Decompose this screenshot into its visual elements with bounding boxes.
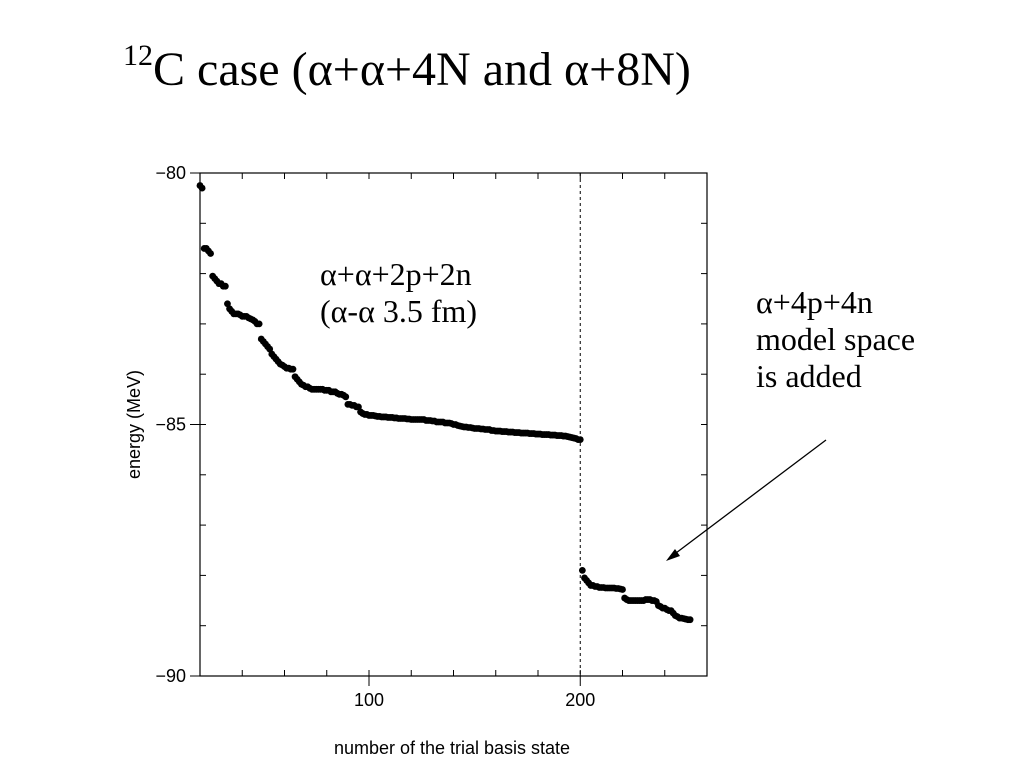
- data-point: [576, 436, 584, 443]
- x-axis-label: number of the trial basis state: [334, 738, 570, 758]
- data-point: [619, 586, 626, 593]
- annotation-arrow-head: [666, 549, 680, 561]
- x-tick-label: 200: [565, 690, 595, 710]
- title-main: C case (α+α+4N and α+8N): [153, 43, 691, 96]
- y-tick-label: −80: [155, 163, 186, 183]
- annotation-inner-line2: (α-α 3.5 fm): [320, 293, 478, 329]
- data-point: [686, 616, 694, 624]
- y-tick-label: −90: [155, 666, 186, 686]
- data-point: [255, 320, 263, 328]
- y-axis-label: energy (MeV): [124, 370, 144, 479]
- slide-title: 12C case (α+α+4N and α+8N): [123, 40, 691, 100]
- title-superscript: 12: [123, 39, 153, 72]
- data-point: [221, 282, 229, 290]
- annotation-right-line2: model space: [756, 321, 916, 357]
- annotation-alpha-alpha-2p2n: α+α+2p+2n (α-α 3.5 fm): [320, 256, 477, 330]
- data-point: [198, 184, 206, 192]
- x-tick-label: 100: [354, 690, 384, 710]
- data-point: [207, 250, 214, 257]
- y-tick-label: −85: [155, 415, 186, 435]
- data-point: [342, 393, 350, 401]
- data-point: [289, 365, 297, 373]
- annotation-model-space-added: α+4p+4n model space is added: [756, 284, 915, 395]
- data-point: [578, 566, 586, 574]
- annotation-arrow-shaft: [671, 439, 827, 557]
- annotation-right-line3: is added: [756, 358, 862, 394]
- annotation-right-line1: α+4p+4n: [756, 284, 873, 320]
- annotation-inner-line1: α+α+2p+2n: [320, 256, 472, 292]
